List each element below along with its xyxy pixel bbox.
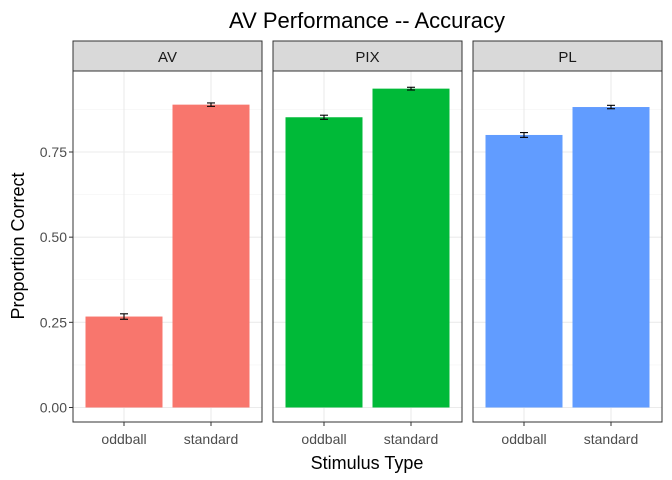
error-bar: [607, 104, 615, 110]
x-tick-label: standard: [584, 431, 638, 447]
error-bar: [207, 102, 215, 107]
facet-strip-label: AV: [158, 49, 177, 66]
bar-pix-standard: [372, 88, 450, 408]
facet-strip-label: PIX: [355, 49, 379, 66]
y-tick-label: 0.25: [40, 314, 67, 330]
facet-panels: AV oddball standard PIX oddball standard PL odd…: [72, 40, 663, 447]
y-tick-label: 0.50: [40, 229, 67, 245]
x-tick-label: standard: [384, 431, 438, 447]
facet-panel-pix: PIX oddball standard: [272, 40, 463, 447]
bar-pix-oddball: [285, 117, 363, 408]
y-axis-title: Proportion Correct: [8, 172, 28, 319]
bar-av-oddball: [85, 316, 163, 408]
error-bar: [120, 313, 128, 320]
facet-strip: [72, 40, 263, 72]
facet-strip: [272, 40, 463, 72]
chart-title: AV Performance -- Accuracy: [229, 8, 505, 33]
x-tick-label: oddball: [101, 431, 146, 447]
x-axis-title: Stimulus Type: [311, 453, 424, 473]
facet-strip: [472, 40, 663, 72]
x-tick-label: standard: [184, 431, 238, 447]
error-bar: [407, 86, 415, 91]
x-tick-label: oddball: [301, 431, 346, 447]
facet-strip-label: PL: [558, 49, 576, 66]
y-axis-ticks: 0.00 0.25 0.50 0.75: [40, 144, 73, 416]
facet-panel-pl: PL oddball standard: [472, 40, 663, 447]
y-tick-label: 0.75: [40, 144, 67, 160]
y-tick-label: 0.00: [40, 400, 67, 416]
bar-pl-standard: [572, 107, 650, 408]
error-bar: [520, 132, 528, 138]
facet-panel-av: AV oddball standard: [72, 40, 263, 447]
bar-av-standard: [172, 104, 250, 408]
error-bar: [320, 114, 328, 120]
x-tick-label: oddball: [501, 431, 546, 447]
bar-pl-oddball: [485, 134, 563, 408]
